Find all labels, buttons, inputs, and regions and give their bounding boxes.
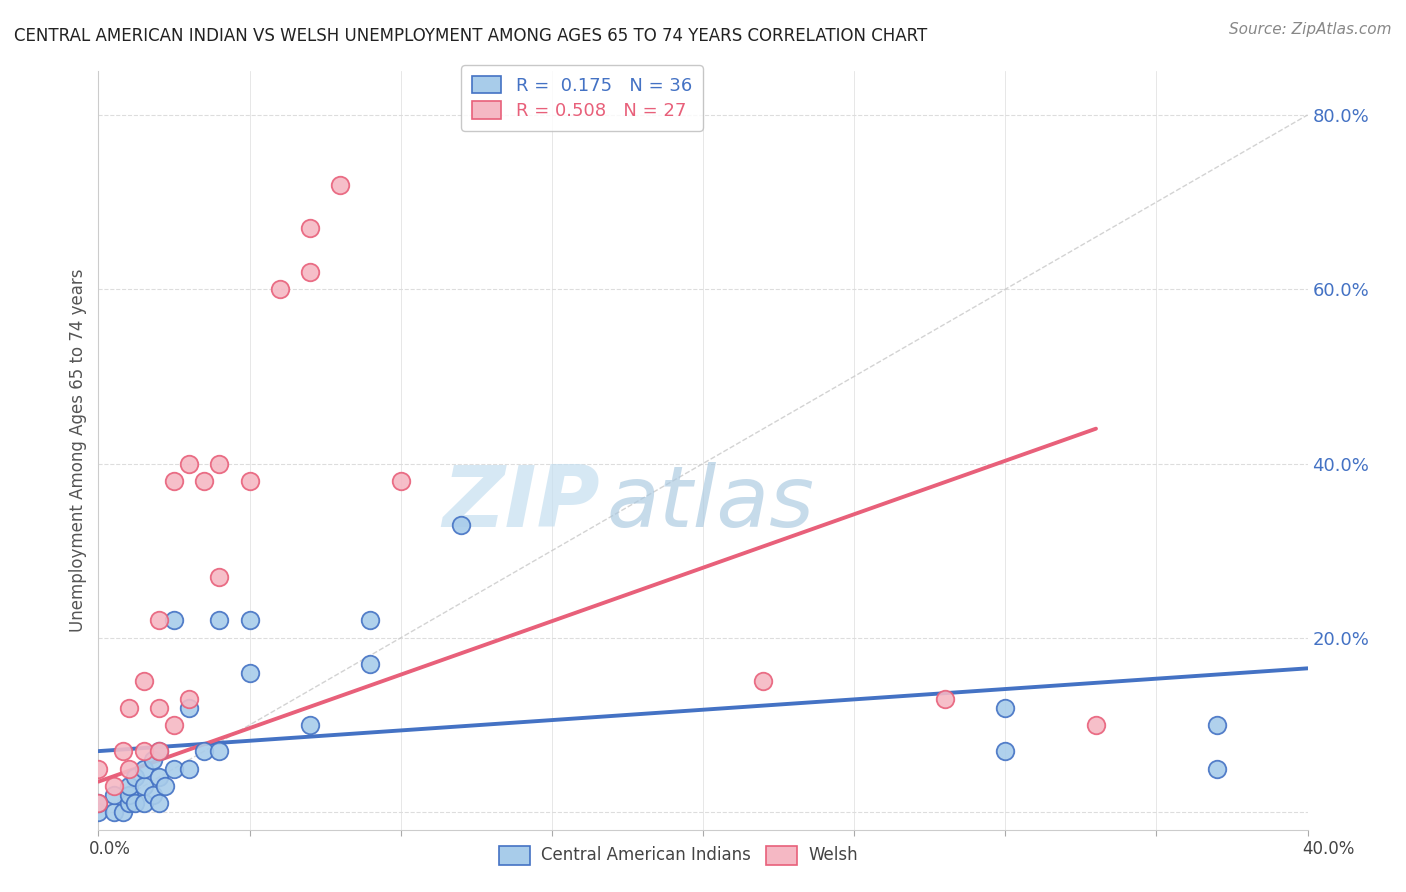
Point [360,614,382,628]
Text: 0.0%: 0.0% [89,840,131,858]
Point [148,744,170,758]
Point [299,265,322,279]
Point [148,700,170,714]
Text: ZIP: ZIP [443,462,600,545]
Point [179,700,201,714]
Point [179,691,201,706]
Point [118,779,141,793]
Point [179,457,201,471]
Point [450,517,472,532]
Point [193,744,215,758]
Point [132,674,155,689]
Point [87,762,110,776]
Point [239,665,262,680]
Text: Welsh: Welsh [808,847,858,864]
Point [124,797,146,811]
Point [148,614,170,628]
Point [132,797,155,811]
Point [111,744,134,758]
Point [118,788,141,802]
Point [148,797,170,811]
Point [87,797,110,811]
Point [163,474,186,488]
Point [208,457,231,471]
Point [132,744,155,758]
Point [148,744,170,758]
Text: 40.0%: 40.0% [1302,840,1355,858]
Point [1085,718,1108,732]
Point [299,718,322,732]
Point [163,762,186,776]
Point [163,614,186,628]
Point [153,779,176,793]
Point [87,805,110,819]
Point [163,718,186,732]
Point [752,674,775,689]
Point [208,570,231,584]
Point [142,753,165,767]
Point [132,779,155,793]
Point [239,614,262,628]
Text: Source: ZipAtlas.com: Source: ZipAtlas.com [1229,22,1392,37]
Point [103,788,125,802]
Point [132,762,155,776]
Point [360,657,382,671]
Legend: R =  0.175   N = 36, R = 0.508   N = 27: R = 0.175 N = 36, R = 0.508 N = 27 [461,65,703,131]
Point [299,221,322,235]
Point [103,779,125,793]
Point [142,788,165,802]
Point [269,282,291,296]
Point [1206,762,1229,776]
Text: CENTRAL AMERICAN INDIAN VS WELSH UNEMPLOYMENT AMONG AGES 65 TO 74 YEARS CORRELAT: CENTRAL AMERICAN INDIAN VS WELSH UNEMPLO… [14,27,928,45]
Point [118,797,141,811]
Text: Central American Indians: Central American Indians [541,847,751,864]
Point [994,744,1017,758]
Point [179,762,201,776]
Y-axis label: Unemployment Among Ages 65 to 74 years: Unemployment Among Ages 65 to 74 years [69,268,87,632]
Text: atlas: atlas [606,462,814,545]
Point [239,474,262,488]
Point [118,700,141,714]
Point [934,691,956,706]
Point [124,770,146,784]
Point [329,178,352,192]
Point [87,797,110,811]
Point [389,474,412,488]
Point [1206,718,1229,732]
Point [111,805,134,819]
Point [994,700,1017,714]
Point [208,614,231,628]
Point [193,474,215,488]
Point [208,744,231,758]
Point [118,762,141,776]
Point [103,805,125,819]
Point [148,770,170,784]
